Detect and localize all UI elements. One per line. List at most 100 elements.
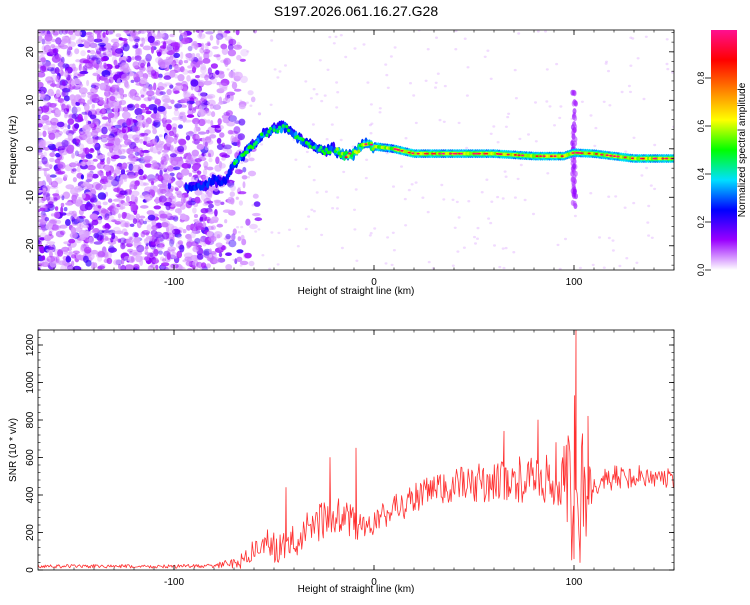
heatmap-cell — [225, 264, 233, 270]
heatmap-ridge-cell — [539, 155, 543, 158]
heatmap-cell — [44, 40, 52, 45]
heatmap-cell — [645, 166, 649, 170]
heatmap-cell — [143, 155, 152, 160]
heatmap-ridge-cell — [623, 156, 627, 159]
heatmap-cell — [312, 88, 316, 91]
heatmap-cell — [186, 160, 195, 165]
heatmap-ridge-cell — [344, 156, 348, 159]
heatmap-y-tick-label: 10 — [25, 94, 36, 106]
heatmap-cell — [218, 252, 223, 258]
heatmap-cell — [602, 100, 606, 104]
heatmap-cell — [108, 76, 114, 84]
heatmap-cell — [173, 166, 181, 171]
heatmap-cell — [320, 233, 324, 237]
heatmap-cell — [119, 38, 128, 41]
heatmap-cell — [134, 38, 140, 42]
heatmap-cell — [248, 260, 255, 267]
heatmap-ridge-cell — [506, 153, 510, 156]
heatmap-cell — [139, 77, 148, 85]
heatmap-cell — [152, 259, 160, 264]
heatmap-cell — [183, 252, 193, 259]
heatmap-cell — [134, 151, 140, 156]
heatmap-cell — [161, 222, 169, 228]
heatmap-cell — [41, 255, 46, 261]
heatmap-cell — [127, 174, 136, 179]
heatmap-cell — [94, 142, 101, 151]
heatmap-cell — [336, 91, 340, 94]
heatmap-cell — [123, 212, 128, 217]
heatmap-cell — [153, 166, 159, 170]
heatmap-cell — [228, 239, 237, 248]
heatmap-cell — [47, 143, 57, 151]
heatmap-cell — [457, 121, 461, 125]
heatmap-cell — [62, 63, 69, 69]
heatmap-cell — [129, 93, 134, 99]
heatmap-cell — [607, 195, 611, 198]
heatmap-cell — [156, 51, 162, 57]
heatmap-cell — [200, 227, 205, 231]
heatmap-cell — [38, 81, 44, 89]
snr-y-tick-label: 600 — [25, 449, 36, 466]
heatmap-cell — [140, 94, 145, 98]
heatmap-cell — [211, 111, 216, 118]
heatmap-ridge-cell — [306, 142, 310, 146]
heatmap-cell — [117, 148, 126, 155]
heatmap-cell — [162, 258, 166, 262]
heatmap-cell — [161, 262, 170, 267]
heatmap-cell — [451, 264, 455, 267]
heatmap-cell — [147, 214, 156, 221]
heatmap-cell — [653, 187, 657, 191]
heatmap-cell — [202, 202, 209, 207]
heatmap-cell — [240, 48, 249, 57]
heatmap-cell — [504, 125, 508, 128]
heatmap-cell — [43, 151, 47, 157]
heatmap-cell — [48, 132, 56, 140]
heatmap-cell — [249, 223, 258, 230]
heatmap-cell — [79, 70, 89, 75]
heatmap-cell — [96, 234, 103, 242]
heatmap-cell — [133, 126, 141, 132]
heatmap-cell — [193, 214, 199, 218]
heatmap-cell — [209, 134, 217, 139]
heatmap-cell — [64, 70, 69, 78]
heatmap-cell — [241, 175, 248, 180]
heatmap-cell — [41, 114, 50, 121]
heatmap-cell — [163, 84, 168, 88]
heatmap-cell — [205, 139, 214, 145]
heatmap-cell — [47, 67, 55, 72]
heatmap-cell — [207, 50, 213, 58]
heatmap-cell — [159, 61, 166, 69]
heatmap-cell — [183, 60, 189, 64]
heatmap-cell — [198, 154, 203, 160]
heatmap-cell — [149, 264, 158, 268]
heatmap-cell — [175, 82, 183, 86]
heatmap-cell — [558, 116, 562, 120]
heatmap-cell — [207, 67, 212, 75]
heatmap-cell — [162, 122, 167, 128]
heatmap-cell — [180, 213, 187, 221]
heatmap-cell — [38, 189, 43, 193]
heatmap-cell — [206, 110, 212, 116]
heatmap-cell — [190, 230, 196, 239]
heatmap-cell — [76, 216, 80, 223]
heatmap-cell — [208, 235, 217, 243]
heatmap-cell — [109, 30, 114, 35]
heatmap-cell — [502, 266, 506, 270]
heatmap-cell — [136, 130, 141, 136]
heatmap-cell — [147, 265, 154, 270]
heatmap-cell — [564, 237, 567, 241]
heatmap-cell — [178, 59, 183, 66]
heatmap-cell — [42, 260, 52, 266]
heatmap-cell — [65, 201, 74, 206]
heatmap-cell — [369, 103, 373, 106]
heatmap-cell — [465, 94, 469, 97]
heatmap-cell — [55, 219, 62, 224]
heatmap-cell — [68, 210, 75, 215]
heatmap-cell — [385, 73, 389, 77]
heatmap-cell — [97, 251, 106, 258]
heatmap-cell — [192, 41, 198, 46]
heatmap-cell — [213, 219, 219, 223]
heatmap-cell — [234, 71, 243, 80]
heatmap-cell — [164, 174, 173, 180]
